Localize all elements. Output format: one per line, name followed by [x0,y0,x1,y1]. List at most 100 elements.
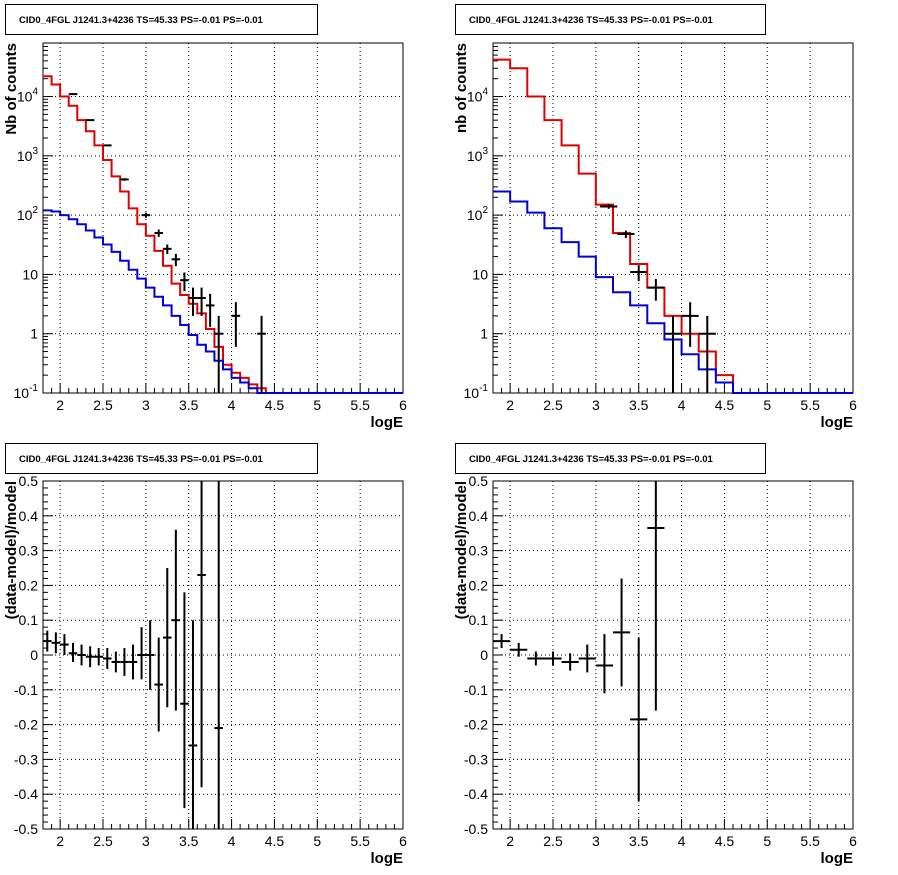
x-tick-label: 3.5 [629,397,649,413]
data-point [647,278,665,301]
y-tick-label: 1 [480,326,488,342]
residual-point [85,646,95,668]
x-tick-label: 4 [678,397,686,413]
x-tick-label: 6 [399,833,407,849]
data-point [85,119,95,122]
panel-3: CID0_4FGL J1241.3+4236 TS=45.33 PS=-0.01… [3,443,407,867]
title-box [5,4,318,35]
residual-point [145,620,155,690]
component-histogram [493,190,853,394]
chart-title: CID0_4FGL J1241.3+4236 TS=45.33 PS=-0.01… [19,15,264,26]
y-tick-label: 0.5 [469,473,489,489]
y-tick-label: -0.1 [464,682,488,698]
x-tick-label: 4.5 [715,397,735,413]
y-tick-label: 102 [467,205,489,223]
y-tick-label: 1 [30,326,38,342]
residual-point [154,637,163,732]
x-tick-label: 3 [592,833,600,849]
y-tick-label: 102 [17,205,39,223]
y-axis-label: Nb of counts [3,43,20,135]
y-tick-label: 104 [467,87,489,105]
data-point [600,204,618,209]
residual-point [51,632,61,654]
title-box [5,443,318,474]
residual-point [128,644,138,680]
x-tick-label: 2 [56,833,64,849]
y-tick-label: 104 [17,87,39,105]
residual-point [510,642,528,657]
y-tick-label: 0.5 [19,473,39,489]
x-axis-label: logE [821,414,854,431]
y-tick-label: -0.4 [464,786,488,802]
y-tick-label: 10 [472,266,488,282]
data-point [231,302,241,347]
x-tick-label: 6 [399,397,407,413]
y-axis-label: (data-model)/model [3,481,20,619]
data-point [630,265,648,282]
residual-point [527,651,545,666]
y-tick-label: 0.4 [19,508,39,524]
y-tick-label: 103 [467,146,489,164]
y-tick-label: -0.4 [14,786,38,802]
residual-point [163,568,172,708]
x-tick-label: 5 [763,397,771,413]
y-tick-label: -0.3 [464,751,488,767]
y-tick-label: 10 [22,266,38,282]
y-tick-label: 10-1 [14,383,39,401]
x-tick-label: 6 [849,833,857,849]
y-tick-label: 0 [30,647,38,663]
component-histogram [43,209,403,394]
y-tick-label: 0.3 [19,543,39,559]
x-tick-label: 3.5 [179,397,199,413]
x-tick-label: 4 [228,833,236,849]
x-axis-label: logE [371,414,404,431]
y-tick-label: -0.2 [14,717,38,733]
x-axis-label: logE [371,850,404,867]
residual-point [137,627,146,680]
residual-point [214,481,223,829]
x-tick-label: 5 [313,833,321,849]
chart-title: CID0_4FGL J1241.3+4236 TS=45.33 PS=-0.01… [469,15,714,26]
residual-point [103,648,112,669]
x-tick-label: 5 [763,833,771,849]
x-tick-label: 2 [506,397,514,413]
panel-4: CID0_4FGL J1241.3+4236 TS=45.33 PS=-0.01… [453,443,857,867]
y-axis-label: nb of counts [453,43,470,133]
x-tick-label: 3 [142,833,150,849]
x-tick-label: 4 [678,833,686,849]
y-tick-label: 0.3 [469,543,489,559]
y-tick-label: 0.1 [19,612,39,628]
y-tick-label: 0.2 [19,577,39,593]
x-tick-label: 2.5 [93,833,113,849]
y-tick-label: 0 [480,647,488,663]
x-tick-label: 3 [142,397,150,413]
y-tick-label: 0.1 [469,612,489,628]
data-point [141,212,151,218]
data-point [180,272,189,292]
data-point [163,244,172,255]
data-point [681,302,699,347]
residual-point [180,592,189,809]
x-tick-label: 2 [506,833,514,849]
residual-point [630,637,648,802]
y-tick-label: -0.3 [14,751,38,767]
data-point [698,315,716,393]
residual-point [197,481,206,788]
residual-point [68,642,78,662]
chart-title: CID0_4FGL J1241.3+4236 TS=45.33 PS=-0.01… [19,454,264,465]
panel-1: CID0_4FGL J1241.3+4236 TS=45.33 PS=-0.01… [3,4,407,431]
residual-point [561,653,579,671]
residual-point [188,620,198,829]
y-tick-label: -0.5 [14,821,38,837]
panel-2: CID0_4FGL J1241.3+4236 TS=45.33 PS=-0.01… [453,4,857,431]
data-point [205,293,215,327]
residual-point [647,481,665,711]
x-tick-label: 4 [228,397,236,413]
y-tick-label: 0.4 [469,508,489,524]
x-axis-label: logE [821,850,854,867]
data-point [664,315,682,393]
x-tick-label: 5.5 [350,397,370,413]
x-tick-label: 4.5 [715,833,735,849]
data-point [188,287,198,316]
title-box [455,4,766,35]
